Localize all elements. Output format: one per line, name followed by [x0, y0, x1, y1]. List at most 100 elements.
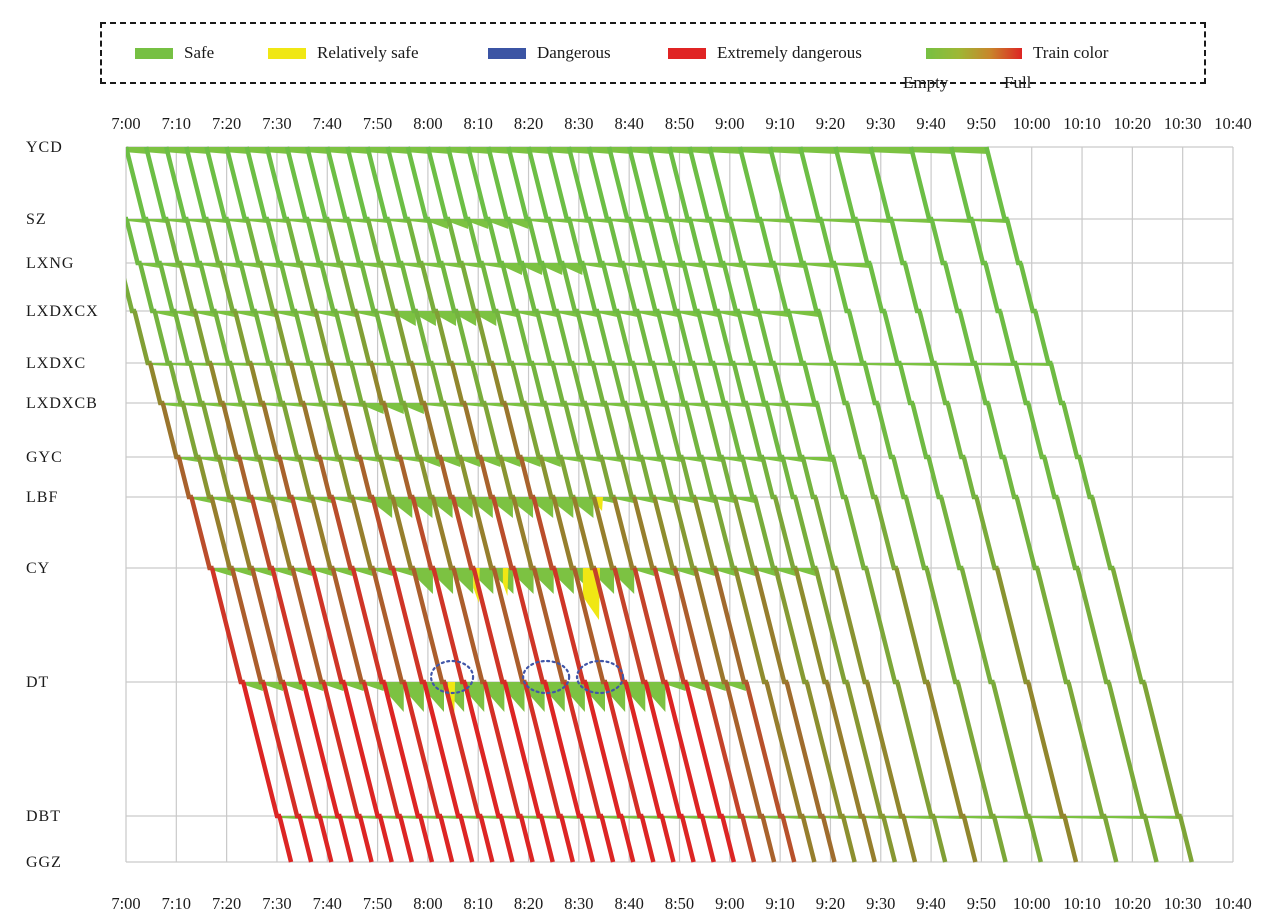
train-path-segment [771, 262, 791, 314]
risk-wedge-safe [328, 147, 350, 154]
risk-wedge-safe [465, 682, 485, 712]
train-path-segment [309, 496, 335, 571]
risk-wedge-safe [658, 311, 678, 317]
train-path-segment [647, 218, 665, 266]
train-path-segment [679, 456, 697, 500]
train-path-segment [172, 310, 192, 366]
risk-wedge-safe [727, 403, 746, 407]
train-path-segment [587, 218, 605, 266]
risk-wedge-safe [509, 219, 529, 229]
time-tick-label-bottom: 7:20 [212, 894, 241, 913]
risk-wedge-safe [857, 219, 891, 223]
risk-wedge-safe [353, 568, 373, 576]
train-path-segment [603, 402, 624, 460]
train-path-segment [277, 456, 294, 500]
train-path-segment [526, 218, 545, 266]
risk-wedge-safe [454, 497, 473, 518]
relatively-safe-swatch-icon [268, 47, 306, 59]
risk-wedge-safe [695, 497, 715, 503]
risk-wedge-safe [602, 457, 622, 462]
train-path-segment [832, 362, 849, 406]
risk-wedge-safe [655, 568, 675, 576]
risk-wedge-safe [494, 497, 513, 518]
train-path-segment [462, 402, 483, 460]
risk-wedge-safe [469, 147, 491, 154]
risk-wedge-safe [352, 363, 372, 366]
train-path-segment [494, 310, 514, 366]
station-label: LXDXC [26, 355, 86, 372]
train-path-segment [229, 496, 254, 571]
train-path-segment [724, 402, 744, 460]
train-path-segment [955, 681, 996, 819]
time-tick-label-top: 8:50 [665, 114, 694, 133]
risk-wedge-safe [932, 219, 972, 223]
risk-wedge-safe [731, 219, 760, 223]
risk-wedge-safe [747, 403, 767, 407]
risk-wedge-safe [569, 147, 591, 154]
time-tick-label-bottom: 9:20 [816, 894, 845, 913]
train-path-segment [990, 681, 1031, 819]
risk-wedge-safe [593, 363, 613, 366]
station-label: LXNG [26, 255, 74, 272]
train-path-segment [599, 456, 616, 500]
risk-wedge-safe [313, 497, 332, 503]
dangerous-swatch-icon [488, 47, 526, 59]
risk-wedge-safe [244, 682, 263, 691]
train-path-segment [458, 815, 475, 863]
risk-wedge-safe [405, 403, 424, 414]
risk-wedge-safe [126, 147, 128, 154]
train-path-segment [273, 310, 293, 366]
risk-wedge-safe [151, 363, 170, 366]
train-path-segment [261, 402, 281, 460]
train-path-segment [293, 310, 313, 366]
risk-wedge-safe [739, 311, 758, 317]
risk-wedge-safe [320, 816, 340, 819]
risk-wedge-safe [727, 682, 746, 691]
risk-wedge-safe [783, 457, 803, 462]
time-tick-label-bottom: 10:20 [1114, 894, 1152, 913]
risk-wedge-safe [546, 403, 565, 407]
train-path-segment [641, 262, 660, 314]
train-path-segment [925, 681, 966, 819]
risk-wedge-safe [342, 263, 361, 268]
risk-wedge-safe [553, 363, 573, 366]
train-path-segment [814, 402, 835, 460]
risk-wedge-safe [570, 219, 589, 223]
time-tick-label-bottom: 7:10 [162, 894, 191, 913]
risk-wedge-safe [610, 219, 630, 223]
risk-wedge-safe [348, 147, 370, 154]
train-path-segment [579, 456, 596, 500]
risk-wedge-safe [691, 219, 710, 223]
train-path-segment [692, 496, 717, 571]
risk-wedge-safe [271, 363, 291, 366]
risk-wedge-safe [754, 363, 774, 366]
train-path-segment [258, 262, 277, 314]
train-path-segment [711, 362, 728, 406]
risk-wedge-safe [783, 816, 803, 819]
risk-wedge-safe [233, 568, 252, 576]
train-path-segment [731, 362, 748, 406]
risk-wedge-safe [454, 568, 474, 594]
train-path-segment [184, 218, 202, 266]
train-path-segment [655, 310, 675, 366]
train-path-segment [330, 496, 355, 571]
train-path-segment [737, 146, 763, 222]
risk-wedge-safe [635, 497, 654, 503]
risk-wedge-safe [465, 403, 485, 407]
train-path-segment [932, 362, 950, 406]
train-path-segment [591, 496, 617, 571]
risk-wedge-safe [333, 568, 353, 576]
station-label: DT [26, 674, 49, 691]
train-path-segment [961, 815, 978, 863]
train-path-segment [253, 310, 273, 366]
train-path-segment [442, 402, 463, 460]
risk-wedge-safe [555, 568, 574, 594]
train-path-segment [297, 815, 314, 863]
train-path-segment [701, 262, 720, 314]
risk-wedge-safe [650, 147, 672, 154]
train-path-segment [721, 262, 740, 314]
risk-wedge-safe [147, 219, 167, 223]
train-path-segment [991, 815, 1008, 863]
train-path-segment [661, 262, 680, 314]
risk-wedge-safe [803, 457, 833, 462]
